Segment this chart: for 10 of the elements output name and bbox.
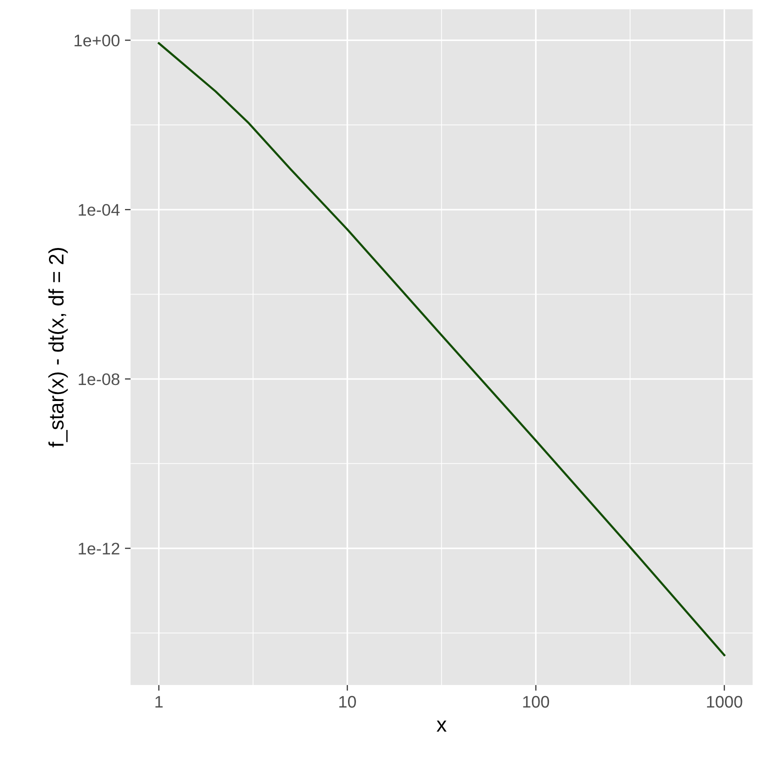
- x-tick-label: 10: [339, 696, 356, 708]
- x-tick-label: 1: [155, 696, 163, 708]
- x-axis-title: x: [436, 720, 447, 732]
- x-tick-label: 100: [523, 696, 550, 708]
- y-tick-label: 1e-12: [78, 542, 120, 555]
- y-tick-label: 1e+00: [74, 34, 120, 46]
- y-tick-label: 1e-08: [78, 373, 120, 386]
- y-axis-title: f_star(x) - dt(x, df = 2): [48, 248, 68, 448]
- y-tick-label: 1e-04: [78, 204, 120, 216]
- x-tick-label: 1000: [707, 696, 742, 708]
